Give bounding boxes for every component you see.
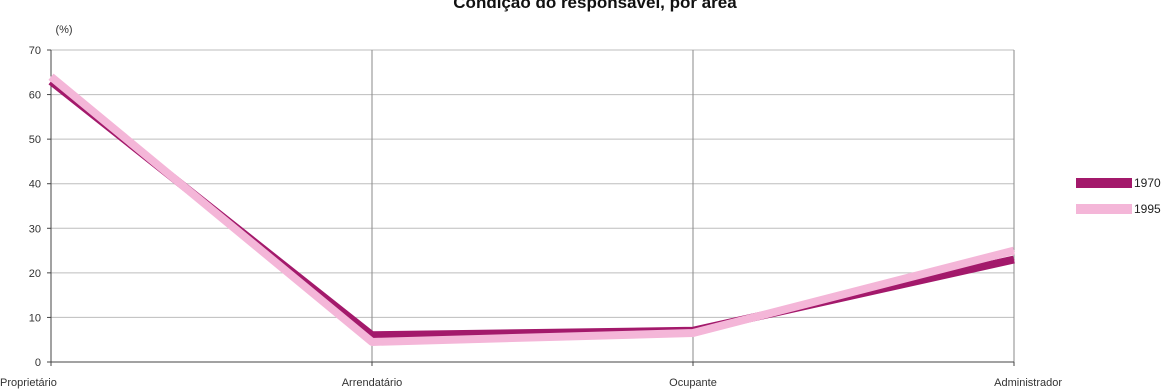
data-point-1970 (371, 334, 373, 336)
axes (50, 50, 1014, 363)
series-line-1995 (48, 73, 1015, 346)
y-axis-label: (%) (55, 24, 72, 36)
legend-swatch-1970 (1076, 178, 1132, 188)
data-point-1995 (692, 332, 694, 334)
x-tick-label: Proprietário (0, 377, 57, 389)
x-ticks: Proprietário Arrendatário Ocupante Administ… (0, 362, 1062, 389)
data-point-1995 (371, 341, 373, 343)
legend-swatch-1995 (1076, 204, 1132, 214)
data-point-1970 (1013, 258, 1015, 260)
series-lines (48, 73, 1015, 346)
y-tick-label: 10 (29, 312, 41, 324)
x-tick-label: Ocupante (669, 377, 717, 389)
x-tick-label: Administrador (994, 377, 1062, 389)
data-point-1995 (1013, 250, 1015, 252)
data-point-1995 (50, 76, 52, 78)
legend-label-1995: 1995 (1134, 202, 1161, 216)
y-ticks: 0 10 20 30 40 50 60 70 (29, 45, 51, 369)
y-tick-label: 0 (35, 357, 41, 369)
y-tick-label: 60 (29, 90, 41, 102)
y-tick-label: 20 (29, 268, 41, 280)
grid-lines (51, 49, 1015, 362)
y-tick-label: 70 (29, 45, 41, 57)
y-tick-label: 30 (29, 223, 41, 235)
legend: 1970 1995 (1076, 176, 1161, 216)
y-tick-label: 50 (29, 134, 41, 146)
x-tick-label: Arrendatário (342, 377, 403, 389)
series-line-1970 (48, 78, 1015, 340)
legend-label-1970: 1970 (1134, 176, 1161, 190)
y-tick-label: 40 (29, 179, 41, 191)
chart-title: Condição do responsável, por área (453, 0, 737, 12)
